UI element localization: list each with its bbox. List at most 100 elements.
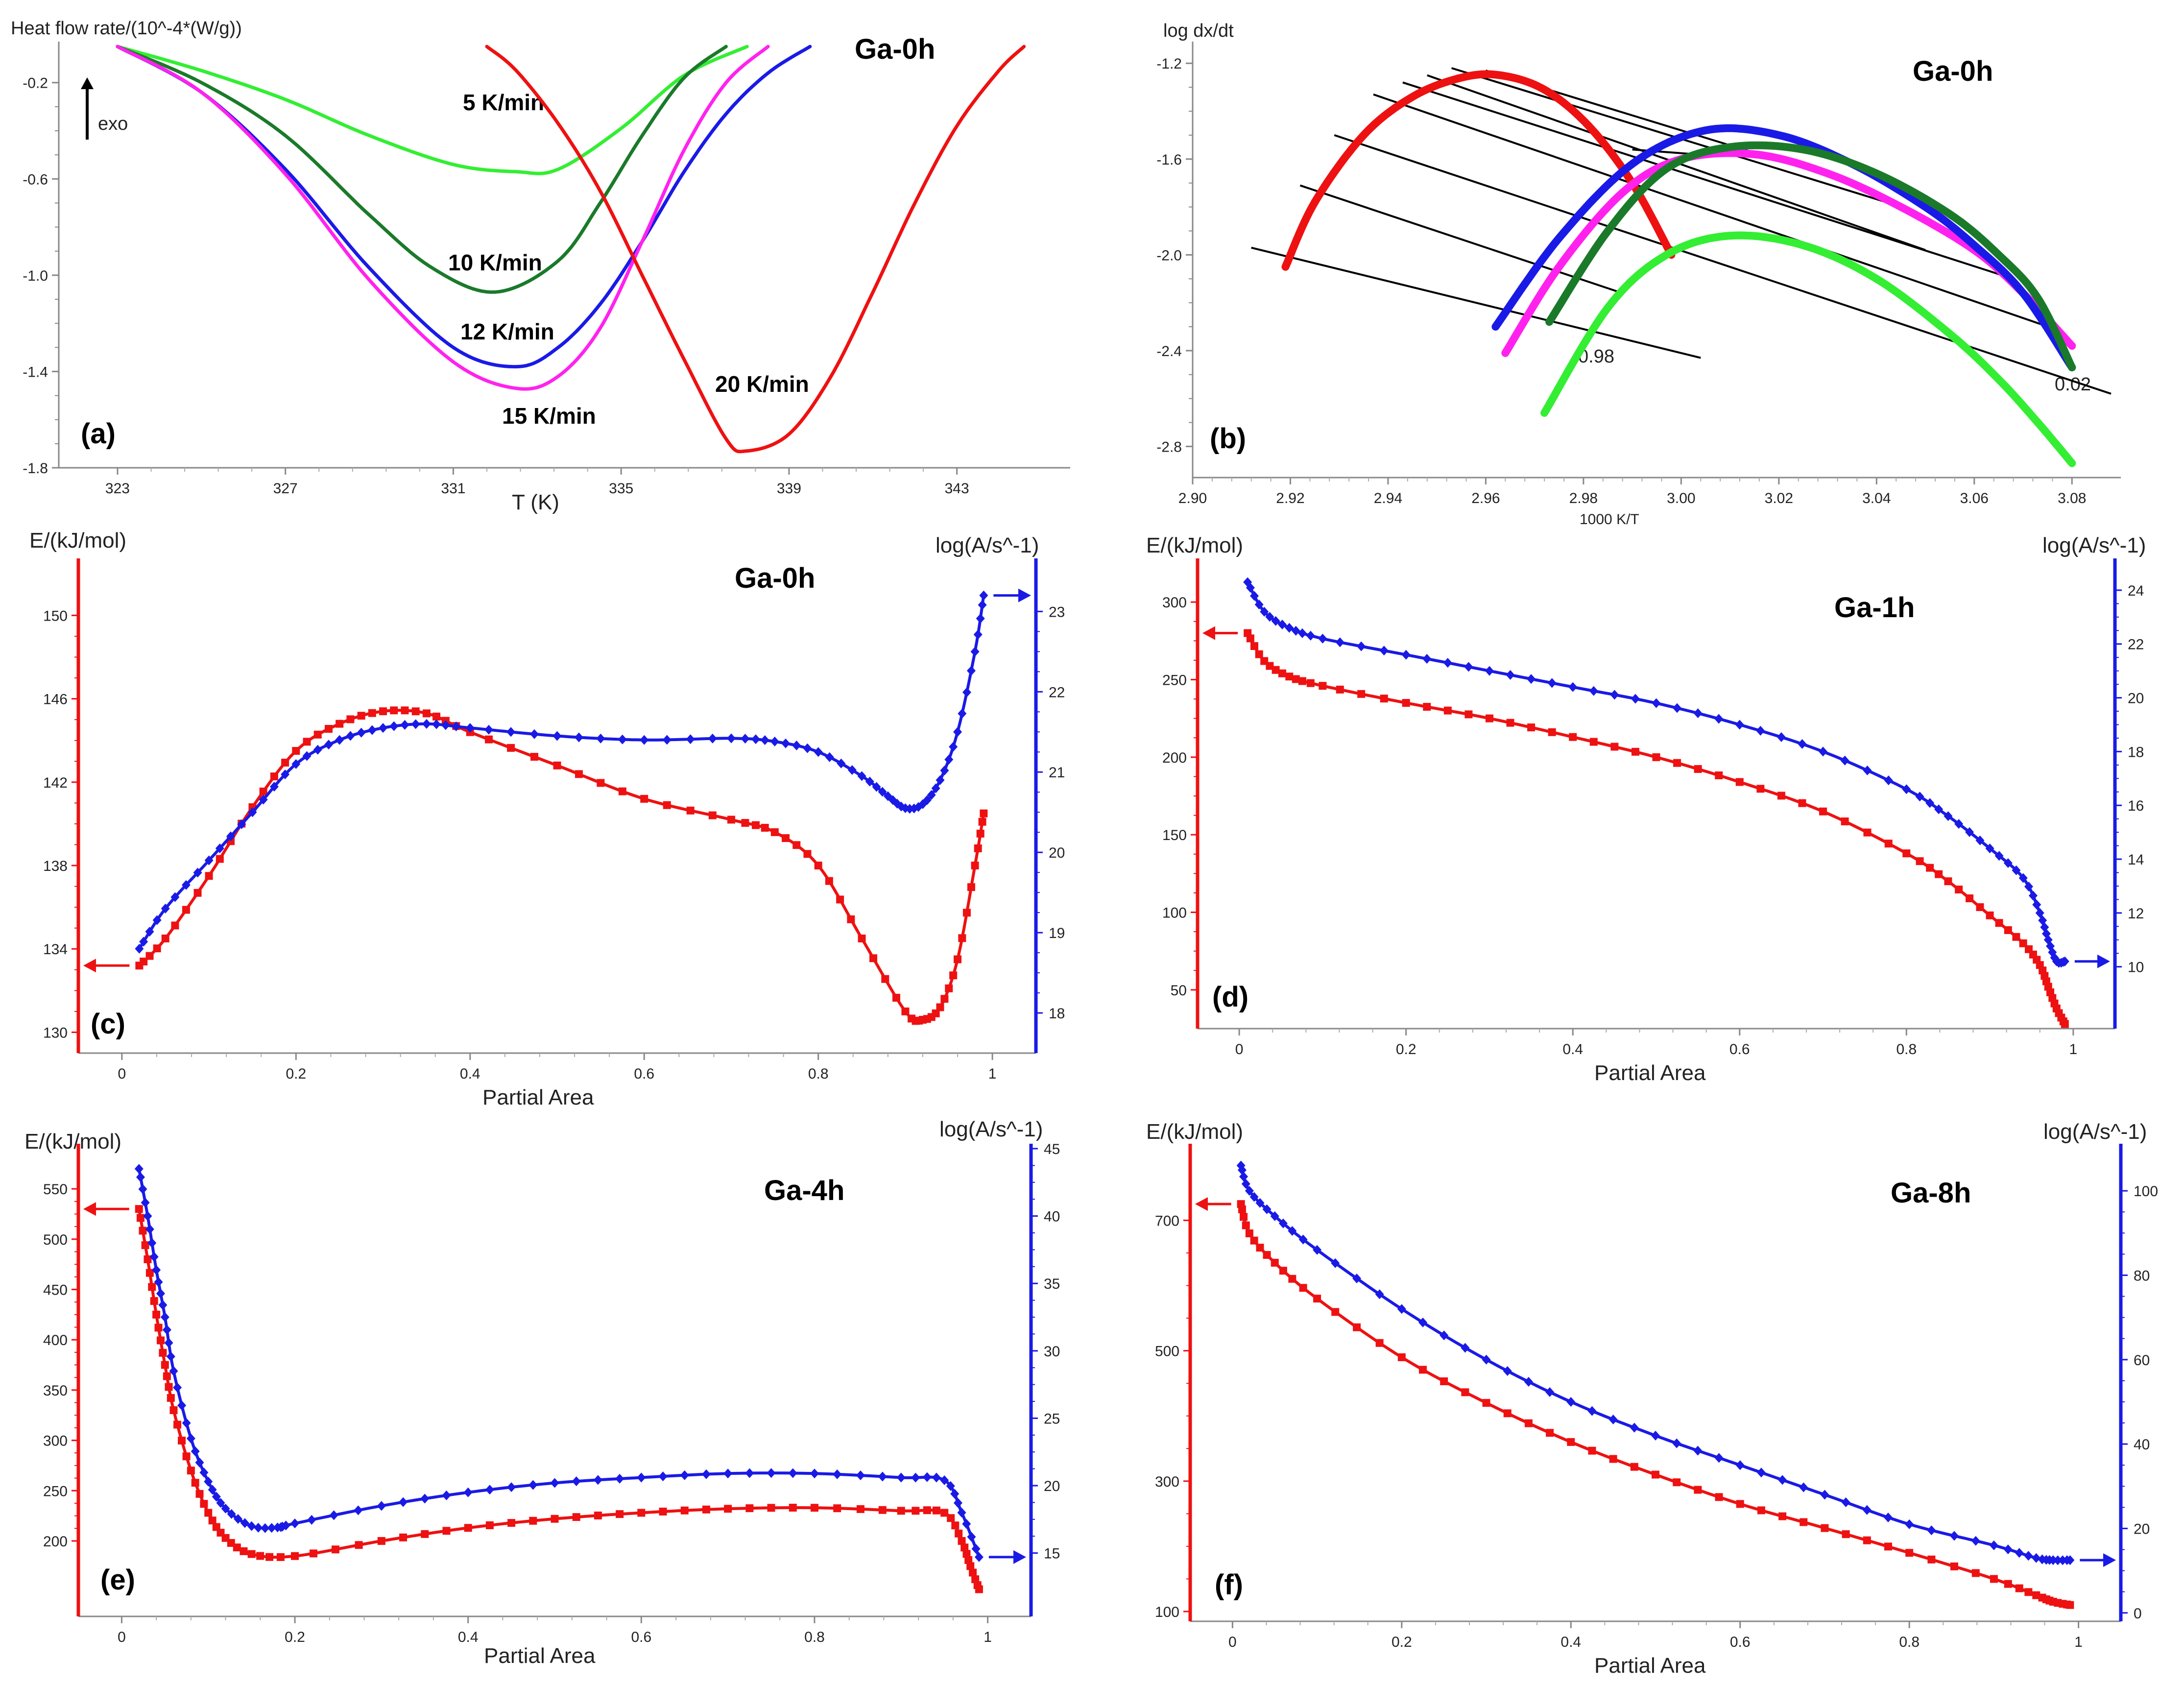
data-point-logA [152, 1265, 161, 1275]
data-point-E [1397, 1353, 1406, 1361]
data-point-logA [420, 1493, 430, 1504]
data-point-E [966, 1562, 975, 1570]
panel-a-sample-label: Ga-0h [855, 33, 935, 65]
data-point-E [1380, 695, 1388, 703]
data-point-logA [825, 752, 834, 762]
data-point-logA [1735, 1460, 1745, 1470]
chart-f-y-tick-label-left: 500 [1155, 1344, 1179, 1360]
data-point-logA [932, 1472, 941, 1483]
data-point-E [553, 761, 561, 770]
chart-f-x-tick-label: 0.2 [1392, 1634, 1412, 1650]
chart-e-y-tick-label-right: 45 [1044, 1141, 1060, 1157]
chart-e-x-tick-label: 0 [118, 1629, 126, 1645]
chart-c-x-tick-label: 0.4 [460, 1066, 480, 1082]
data-point-E [1902, 849, 1911, 858]
right-axis-arrow-head [2103, 1553, 2116, 1567]
chart-d-x-tick-label: 0.6 [1729, 1041, 1750, 1058]
data-point-E [1353, 1323, 1361, 1331]
chart-d-x-tick-label: 0.8 [1896, 1041, 1917, 1058]
data-point-E [1777, 792, 1785, 800]
data-point-logA [878, 787, 887, 797]
data-point-logA [389, 721, 399, 731]
panel-c-sample-label: Ga-0h [735, 562, 815, 594]
data-point-logA [1944, 811, 1953, 821]
data-point-logA [1925, 798, 1935, 808]
plot-layer: 323 327 331 335 339 343 -0.2 -0.6 -1.0 -1.4 -1.8 2.… [23, 42, 2158, 1650]
data-point-logA [940, 1475, 949, 1486]
data-point-logA [1735, 720, 1744, 730]
data-point-E [940, 1509, 949, 1517]
data-point-E [1461, 1388, 1469, 1396]
panel-f-xlabel: Partial Area [1594, 1654, 1706, 1678]
chart-f-y-tick-label-right: 100 [2134, 1183, 2158, 1200]
chart-c-y-tick-label-left: 134 [43, 941, 68, 958]
chart-d-y-tick-label-right: 18 [2128, 744, 2144, 760]
chart-e-y-tick-label-left: 250 [43, 1483, 68, 1499]
data-point-E [165, 1383, 173, 1391]
left-axis-arrow-head [83, 959, 96, 973]
chart-c-x-tick-label: 0 [118, 1066, 126, 1082]
data-point-logA [138, 1184, 147, 1194]
data-point-logA [640, 735, 649, 745]
iso-line [1251, 246, 1701, 359]
data-point-logA [237, 819, 246, 829]
series-c-e [138, 709, 985, 1023]
data-point-logA [291, 759, 301, 769]
data-point-logA [1672, 1438, 1681, 1448]
data-point-logA [1587, 1406, 1597, 1416]
panel-c-label: (c) [91, 1008, 125, 1040]
data-point-E [663, 801, 671, 809]
data-point-E [313, 730, 322, 739]
data-point-E [1255, 650, 1263, 658]
data-point-E [1819, 807, 1827, 816]
chart-d-y-tick-label-left: 100 [1162, 905, 1187, 921]
data-point-logA [974, 1552, 984, 1562]
series-b-5-k-min [1540, 231, 2076, 467]
data-point-E [1935, 870, 1943, 878]
data-point-logA [1278, 1218, 1288, 1228]
panel-e-xlabel: Partial Area [484, 1644, 596, 1668]
data-point-logA [145, 927, 154, 937]
chart-e-y-tick-label-right: 20 [1044, 1478, 1060, 1494]
left-axis-arrow-head [1202, 626, 1215, 640]
data-point-logA [529, 729, 539, 739]
data-point-logA [847, 765, 857, 775]
data-point-E [1841, 817, 1849, 825]
data-point-logA [741, 733, 750, 744]
chart-f: 0 0.2 0.4 0.6 0.8 1 100 300 500 700 0 20 40 60 80 100 [1155, 1144, 2158, 1650]
data-point-logA [922, 1472, 932, 1482]
panel-f-label: (f) [1215, 1569, 1243, 1601]
data-point-logA [1440, 1330, 1449, 1341]
chart-d-y-tick-label-left: 150 [1162, 827, 1187, 843]
data-point-E [1884, 1542, 1892, 1551]
data-point-logA [506, 727, 516, 737]
data-point-logA [227, 1509, 236, 1519]
data-point-logA [377, 1501, 386, 1511]
data-point-E [1715, 771, 1723, 779]
left-axis-arrow-head [83, 1202, 96, 1216]
panel-b-ylabel: log dx/dt [1163, 21, 1234, 41]
chart-e-y-tick-label-left: 400 [43, 1332, 68, 1348]
right-axis-arrow-head [1018, 588, 1031, 602]
data-point-logA [432, 719, 441, 729]
iso-line [1334, 134, 2112, 395]
data-point-E [421, 1530, 429, 1538]
chart-e-y-tick-label-right: 30 [1044, 1344, 1060, 1360]
data-point-logA [1255, 1198, 1265, 1208]
chart-a-y-tick-label-left: -1.8 [23, 460, 48, 477]
chart-f-y-tick-label-right: 80 [2134, 1268, 2150, 1284]
data-point-logA [465, 723, 475, 733]
data-point-E [144, 1255, 152, 1263]
data-point-logA [708, 733, 717, 744]
data-point-logA [422, 719, 431, 729]
chart-e-x-tick-label: 0.8 [804, 1629, 825, 1645]
chart-b: 2.90 2.92 2.94 2.96 2.98 3.00 3.02 3.04 3.06 3.08… [1156, 42, 2121, 506]
data-point-logA [307, 1515, 316, 1525]
data-point-E [227, 1539, 235, 1547]
data-point-logA [976, 613, 985, 624]
data-point-logA [1954, 819, 1964, 829]
panel-a-xlabel: T (K) [512, 490, 559, 514]
data-point-E [974, 844, 982, 852]
data-point-logA [1277, 619, 1287, 629]
data-point-logA [745, 1468, 754, 1478]
